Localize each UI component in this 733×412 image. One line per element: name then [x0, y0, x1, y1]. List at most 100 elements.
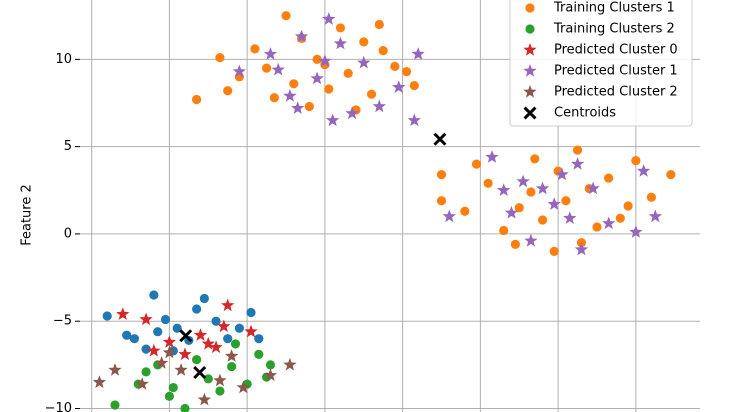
star-point	[236, 380, 250, 394]
legend-marker	[525, 3, 535, 13]
point	[514, 203, 524, 213]
legend-box	[509, 0, 693, 127]
star-point	[411, 47, 425, 60]
point	[471, 159, 482, 169]
legend-marker	[523, 43, 537, 56]
y-tick-label: −10	[45, 401, 72, 412]
star-point	[547, 197, 561, 210]
point	[592, 222, 602, 232]
point	[343, 68, 353, 78]
star-point	[322, 12, 336, 25]
legend-label: Training Clusters 1	[553, 1, 675, 16]
point	[226, 362, 237, 372]
point	[537, 215, 548, 225]
star-point	[291, 101, 305, 114]
point	[510, 239, 520, 250]
point	[149, 290, 159, 300]
star-point	[372, 99, 386, 113]
star-point	[310, 71, 324, 85]
point	[141, 344, 151, 354]
point	[335, 23, 346, 33]
point	[203, 374, 213, 384]
point	[526, 187, 536, 197]
star-point	[271, 62, 285, 76]
y-tick-label: 10	[55, 52, 72, 67]
star-point	[318, 54, 332, 67]
star-point	[648, 209, 662, 223]
point	[192, 304, 202, 314]
star-point	[174, 363, 188, 376]
star-point	[197, 392, 211, 406]
star-point	[357, 55, 371, 69]
star-point	[283, 89, 297, 102]
star-point	[516, 174, 530, 188]
point	[160, 314, 171, 325]
point	[254, 349, 264, 359]
point	[234, 323, 244, 333]
point	[312, 54, 322, 64]
point	[110, 400, 120, 410]
point	[265, 360, 276, 370]
point	[180, 403, 190, 412]
star-point	[209, 340, 223, 354]
star-point	[345, 106, 359, 120]
point	[215, 386, 225, 396]
point	[164, 391, 175, 401]
star-point	[283, 357, 297, 371]
point	[153, 327, 163, 337]
point	[230, 339, 241, 349]
point	[401, 66, 412, 77]
point	[666, 169, 676, 180]
star-point	[201, 336, 215, 350]
star-point	[524, 233, 538, 247]
star-point	[407, 113, 421, 127]
point	[199, 293, 209, 304]
star-point	[563, 211, 577, 224]
star-point	[555, 167, 569, 181]
star-point	[178, 347, 192, 361]
legend-label: Predicted Cluster 0	[554, 43, 678, 58]
point	[576, 238, 587, 248]
legend-marker	[523, 64, 537, 77]
point	[530, 154, 540, 164]
point	[223, 334, 233, 344]
point	[572, 145, 583, 155]
star-point	[135, 377, 149, 390]
star-point	[92, 375, 107, 388]
star-point	[147, 343, 161, 357]
point	[254, 334, 264, 344]
point	[499, 225, 509, 236]
star-point	[139, 312, 153, 326]
star-point	[485, 150, 499, 163]
star-point	[637, 164, 651, 177]
star-point	[232, 64, 246, 78]
point	[261, 63, 272, 73]
centroid	[433, 132, 447, 146]
point	[646, 192, 657, 202]
star-point	[193, 328, 208, 341]
star-point	[263, 47, 278, 60]
point	[359, 37, 369, 47]
point	[129, 334, 140, 344]
point	[366, 89, 377, 99]
point	[102, 311, 112, 321]
point	[615, 213, 625, 223]
star-point	[263, 368, 278, 381]
star-point	[570, 157, 585, 170]
centroid	[193, 366, 207, 379]
centroid	[179, 329, 193, 343]
star-point	[224, 349, 239, 362]
star-point	[294, 29, 309, 43]
point	[215, 53, 225, 63]
star-point	[244, 324, 258, 338]
y-tick-label: 5	[64, 139, 72, 154]
point	[324, 84, 334, 94]
point	[409, 80, 419, 91]
legend-label: Training Clusters 2	[553, 22, 675, 37]
star-point	[535, 181, 550, 195]
point	[223, 86, 233, 96]
point	[122, 330, 132, 340]
star-point	[221, 298, 235, 312]
star-point	[442, 209, 456, 223]
